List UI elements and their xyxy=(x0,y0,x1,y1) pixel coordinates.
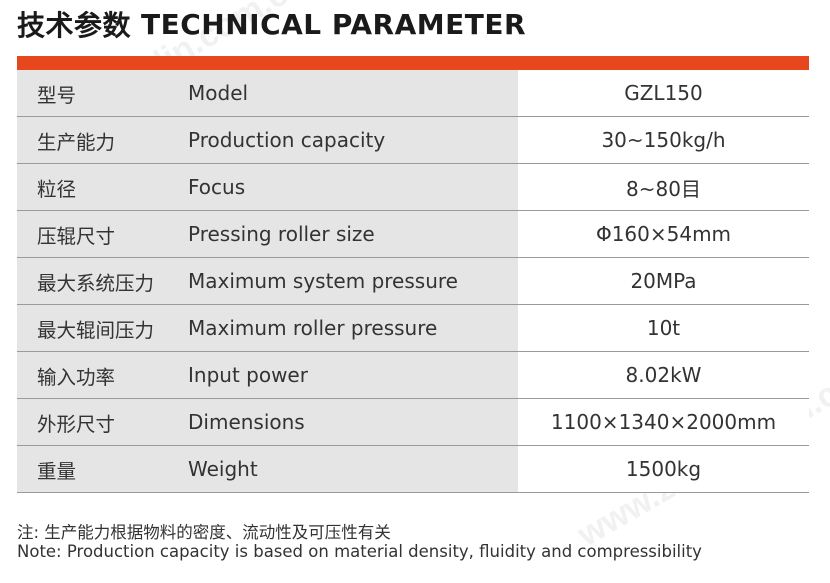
row-label-cell: 外形尺寸 Dimensions xyxy=(17,399,518,445)
row-label-cn: 外形尺寸 xyxy=(37,412,116,436)
row-label-en: Maximum system pressure xyxy=(188,269,458,293)
row-value: 1100×1340×2000mm xyxy=(518,399,809,445)
row-label-cn: 压辊尺寸 xyxy=(37,224,116,248)
row-label-cn: 粒径 xyxy=(37,177,77,201)
row-label-en: Input power xyxy=(188,363,308,387)
row-label-en: Dimensions xyxy=(188,410,305,434)
row-label-cell: 型号 Model xyxy=(17,70,518,116)
row-label-cn: 重量 xyxy=(37,459,77,483)
row-value: GZL150 xyxy=(518,70,809,116)
page-title-en: TECHNICAL PARAMETER xyxy=(141,7,527,41)
row-label-cell: 生产能力 Production capacity xyxy=(17,117,518,163)
table-row: 最大辊间压力 Maximum roller pressure 10t xyxy=(17,305,809,352)
row-label-cell: 压辊尺寸 Pressing roller size xyxy=(17,211,518,257)
row-label-en: Weight xyxy=(188,457,258,481)
table-row: 重量 Weight 1500kg xyxy=(17,446,809,493)
table-row: 外形尺寸 Dimensions 1100×1340×2000mm xyxy=(17,399,809,446)
row-label-en: Focus xyxy=(188,175,246,199)
note-cn: 注: 生产能力根据物料的密度、流动性及可压性有关 xyxy=(17,523,391,542)
table-row: 最大系统压力 Maximum system pressure 20MPa xyxy=(17,258,809,305)
row-label-cell: 重量 Weight xyxy=(17,446,518,492)
table-row: 压辊尺寸 Pressing roller size Φ160×54mm xyxy=(17,211,809,258)
row-label-cn: 生产能力 xyxy=(37,130,116,154)
row-value: Φ160×54mm xyxy=(518,211,809,257)
table-row: 粒径 Focus 8~80目 xyxy=(17,164,809,211)
row-value: 20MPa xyxy=(518,258,809,304)
row-value: 8.02kW xyxy=(518,352,809,398)
accent-bar xyxy=(17,56,809,70)
row-label-cn: 最大辊间压力 xyxy=(37,318,155,342)
page-title: 技术参数 TECHNICAL PARAMETER xyxy=(17,4,526,44)
note-en: Note: Production capacity is based on ma… xyxy=(17,542,702,561)
row-label-en: Model xyxy=(188,81,249,105)
row-value: 1500kg xyxy=(518,446,809,492)
row-value: 8~80目 xyxy=(518,164,809,210)
row-label-cn: 输入功率 xyxy=(37,365,116,389)
table-row: 型号 Model GZL150 xyxy=(17,70,809,117)
parameter-table: 型号 Model GZL150 生产能力 Production capacity… xyxy=(17,70,809,493)
row-label-cell: 输入功率 Input power xyxy=(17,352,518,398)
row-label-cell: 粒径 Focus xyxy=(17,164,518,210)
row-label-cn: 最大系统压力 xyxy=(37,271,155,295)
row-label-cn: 型号 xyxy=(37,83,77,107)
table-row: 生产能力 Production capacity 30~150kg/h xyxy=(17,117,809,164)
row-value: 30~150kg/h xyxy=(518,117,809,163)
row-label-en: Pressing roller size xyxy=(188,222,375,246)
table-row: 输入功率 Input power 8.02kW xyxy=(17,352,809,399)
row-label-en: Production capacity xyxy=(188,128,386,152)
page-title-cn: 技术参数 xyxy=(17,9,132,42)
row-label-cell: 最大系统压力 Maximum system pressure xyxy=(17,258,518,304)
row-value: 10t xyxy=(518,305,809,351)
row-label-cell: 最大辊间压力 Maximum roller pressure xyxy=(17,305,518,351)
row-label-en: Maximum roller pressure xyxy=(188,316,438,340)
